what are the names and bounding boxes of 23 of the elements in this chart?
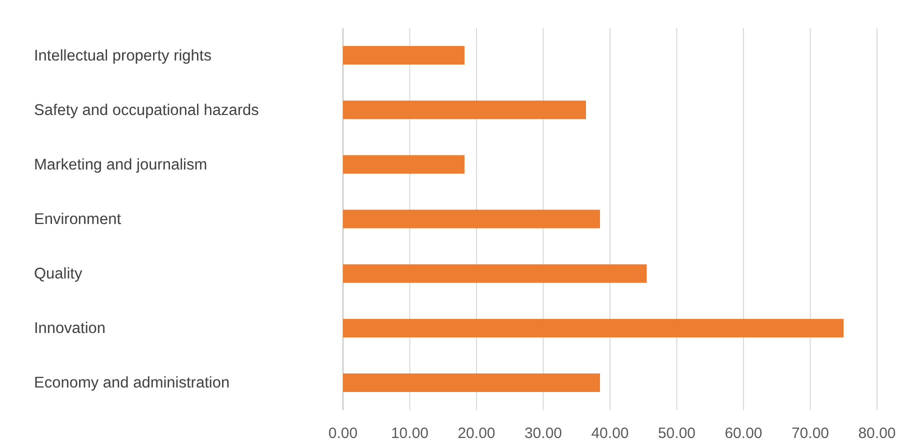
x-tick-label: 50.00: [658, 425, 696, 442]
y-tick-label: Marketing and journalism: [34, 156, 208, 174]
bar: [343, 373, 600, 392]
y-tick-label: Intellectual property rights: [34, 47, 212, 64]
y-tick-label: Innovation: [34, 320, 106, 338]
x-tick-label: 10.00: [390, 425, 429, 442]
x-tick-label: 30.00: [524, 425, 562, 442]
x-tick-label: 70.00: [791, 425, 830, 442]
bar: [343, 100, 586, 120]
bar: [343, 264, 647, 283]
y-tick-label: Safety and occupational hazards: [34, 102, 260, 119]
x-tick-label: 40.00: [591, 425, 629, 442]
bar: [343, 46, 464, 65]
y-tick-label: Quality: [34, 266, 82, 283]
bar: [343, 318, 844, 338]
x-tick-label: 80.00: [858, 425, 896, 442]
x-tick-label: 20.00: [458, 425, 496, 442]
y-tick-label: Economy and administration: [34, 374, 230, 392]
bar: [343, 155, 464, 174]
y-tick-label: Environment: [34, 211, 122, 228]
x-tick-label: 0.00: [328, 425, 358, 442]
bar: [343, 210, 600, 228]
x-tick-label: 60.00: [724, 425, 762, 442]
